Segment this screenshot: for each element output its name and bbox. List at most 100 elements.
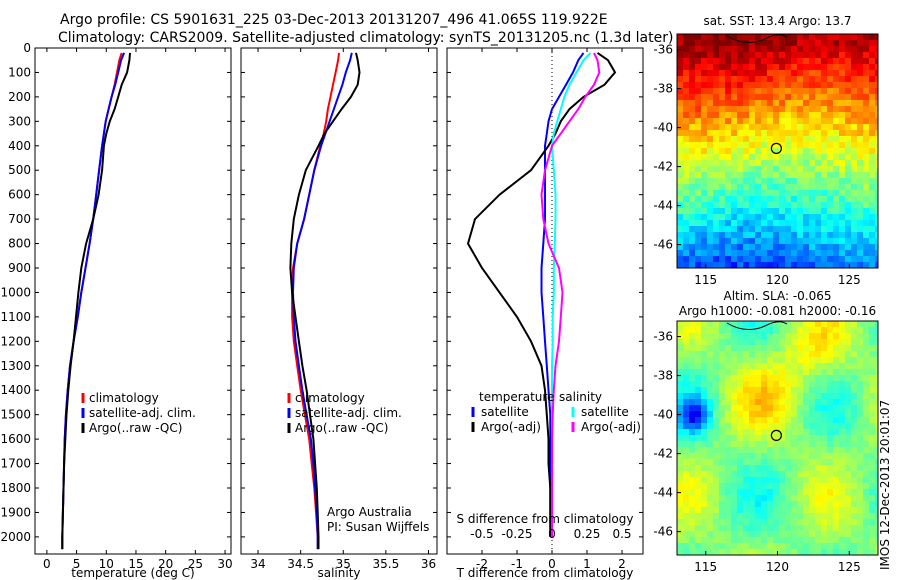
map-cell bbox=[713, 483, 720, 490]
map-cell bbox=[839, 381, 846, 388]
map-cell bbox=[719, 423, 726, 430]
map-cell bbox=[701, 232, 708, 239]
map-cell bbox=[833, 88, 840, 95]
map-cell bbox=[785, 435, 792, 442]
map-cell bbox=[875, 363, 878, 370]
map-cell bbox=[731, 244, 738, 251]
map-cell bbox=[851, 70, 858, 77]
map-cell bbox=[731, 256, 738, 263]
map-cell bbox=[809, 519, 816, 526]
map-cell bbox=[857, 381, 864, 388]
map-cell bbox=[701, 429, 708, 436]
map-cell bbox=[779, 40, 786, 47]
map-cell bbox=[707, 327, 714, 334]
map-cell bbox=[815, 345, 822, 352]
map-cell bbox=[785, 196, 792, 203]
map-cell bbox=[857, 82, 864, 89]
map-cell bbox=[743, 196, 750, 203]
map-cell bbox=[773, 250, 780, 257]
map-cell bbox=[707, 142, 714, 149]
map-cell bbox=[683, 477, 690, 484]
map-cell bbox=[767, 393, 774, 400]
map-cell bbox=[857, 405, 864, 412]
map-cell bbox=[863, 441, 870, 448]
map-cell bbox=[713, 405, 720, 412]
y-tick-label: 1000 bbox=[0, 285, 31, 299]
map-cell bbox=[845, 411, 852, 418]
map-cell bbox=[713, 58, 720, 65]
map-cell bbox=[827, 489, 834, 496]
map-cell bbox=[803, 471, 810, 478]
map-cell bbox=[695, 172, 702, 179]
map-cell bbox=[779, 142, 786, 149]
map-cell bbox=[845, 453, 852, 460]
map-cell bbox=[833, 357, 840, 364]
map-cell bbox=[815, 477, 822, 484]
map-cell bbox=[815, 256, 822, 263]
map-cell bbox=[803, 369, 810, 376]
map-cell bbox=[713, 208, 720, 215]
map-cell bbox=[719, 459, 726, 466]
map-cell bbox=[713, 124, 720, 131]
map-cell bbox=[731, 226, 738, 233]
map-cell bbox=[851, 369, 858, 376]
map-cell bbox=[713, 244, 720, 251]
map-cell bbox=[731, 333, 738, 340]
map-cell bbox=[707, 202, 714, 209]
map-cell bbox=[689, 250, 696, 257]
map-cell bbox=[719, 501, 726, 508]
map-cell bbox=[875, 345, 878, 352]
map-cell bbox=[725, 441, 732, 448]
map-cell bbox=[731, 202, 738, 209]
map-cell bbox=[683, 537, 690, 544]
map-cell bbox=[773, 447, 780, 454]
map-cell bbox=[815, 333, 822, 340]
map-cell bbox=[845, 214, 852, 221]
map-cell bbox=[845, 202, 852, 209]
map-cell bbox=[761, 423, 768, 430]
map-cell bbox=[785, 339, 792, 346]
map-cell bbox=[707, 321, 714, 328]
map-cell bbox=[761, 100, 768, 107]
map-cell bbox=[863, 321, 870, 328]
y-tick-label: 1300 bbox=[0, 359, 31, 373]
map-cell bbox=[833, 202, 840, 209]
map-cell bbox=[755, 124, 762, 131]
map-cell bbox=[713, 166, 720, 173]
map-cell bbox=[695, 507, 702, 514]
map-cell bbox=[827, 495, 834, 502]
map-cell bbox=[785, 393, 792, 400]
map-cell bbox=[749, 52, 756, 59]
map-cell bbox=[749, 184, 756, 191]
map-cell bbox=[707, 250, 714, 257]
map-cell bbox=[785, 483, 792, 490]
map-cell bbox=[869, 112, 876, 119]
map-cell bbox=[743, 118, 750, 125]
map-cell bbox=[785, 166, 792, 173]
y-tick-label: 1200 bbox=[0, 334, 31, 348]
map-cell bbox=[863, 208, 870, 215]
map-cell bbox=[791, 250, 798, 257]
map-cell bbox=[767, 411, 774, 418]
map-cell bbox=[719, 345, 726, 352]
map-cell bbox=[785, 525, 792, 532]
map-cell bbox=[689, 417, 696, 424]
map-cell bbox=[803, 501, 810, 508]
map-cell bbox=[755, 82, 762, 89]
map-cell bbox=[761, 369, 768, 376]
map-cell bbox=[695, 88, 702, 95]
map-cell bbox=[791, 357, 798, 364]
map-cell bbox=[809, 453, 816, 460]
map-cell bbox=[857, 471, 864, 478]
map-cell bbox=[713, 64, 720, 71]
map-cell bbox=[755, 112, 762, 119]
map-cell bbox=[863, 531, 870, 538]
map-cell bbox=[731, 82, 738, 89]
map-cell bbox=[845, 112, 852, 119]
map-cell bbox=[737, 357, 744, 364]
map-cell bbox=[815, 166, 822, 173]
map-cell bbox=[851, 327, 858, 334]
map-cell bbox=[845, 118, 852, 125]
map-cell bbox=[863, 525, 870, 532]
map-cell bbox=[863, 52, 870, 59]
